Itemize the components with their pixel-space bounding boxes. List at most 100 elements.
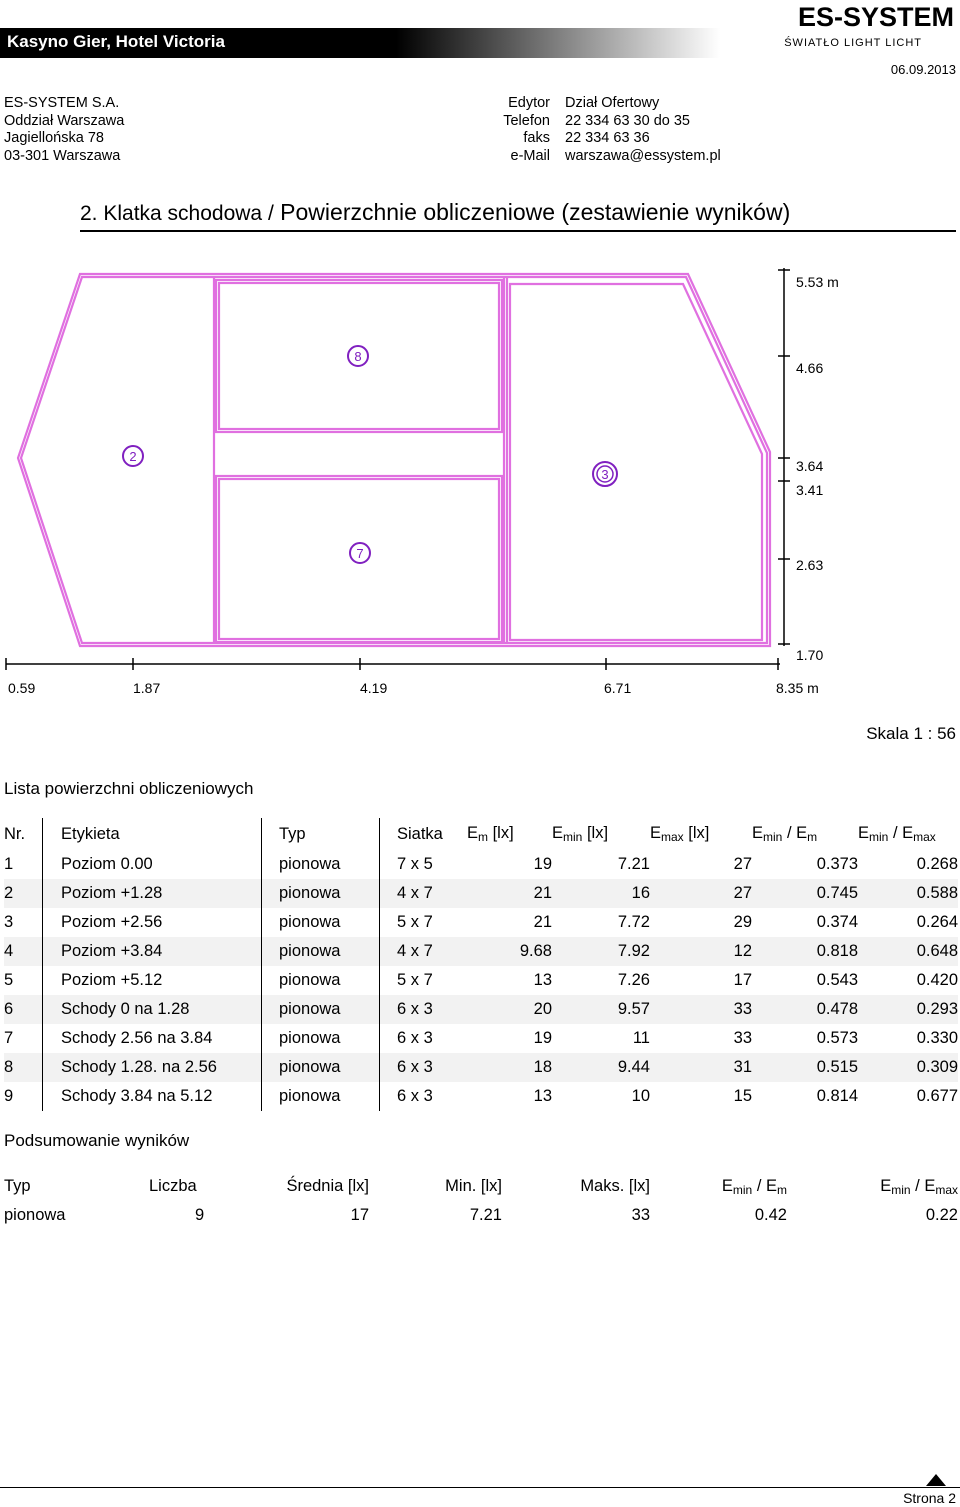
fax-label: faks (523, 130, 550, 146)
col-emin: Emin [lx] (552, 824, 609, 844)
cell-emin: 16 (552, 879, 650, 908)
cell-emax: 33 (650, 995, 752, 1024)
cell-grid: 6 x 3 (397, 995, 467, 1024)
cell-spacer (42, 1053, 61, 1082)
cell-r1: 0.818 (752, 937, 858, 966)
cell-grid: 7 x 5 (397, 855, 433, 873)
cell-label: Poziom +1.28 (61, 879, 262, 908)
phone-value: 22 334 63 30 do 35 (565, 112, 690, 129)
editor-value: Dział Ofertowy (565, 95, 660, 111)
plan-outline (16, 272, 772, 648)
area-stairs-bottom-2 (217, 477, 501, 641)
sum-ratio1: 0.42 (754, 1206, 787, 1224)
cell-em: 13 (533, 971, 552, 989)
sum-col-type: Typ (4, 1177, 31, 1195)
cell-r1: 0.814 (816, 1087, 858, 1105)
cell-label: Schody 1.28. na 2.56 (61, 1053, 262, 1082)
y-tick-0: 5.53 m (796, 274, 839, 290)
cell-label: Poziom +2.56 (61, 908, 262, 937)
cell-spacer (380, 850, 398, 879)
cell-nr: 9 (4, 1082, 43, 1111)
cell-r1: 0.374 (816, 913, 858, 931)
cell-spacer (43, 850, 62, 879)
col-ratio2: Emin / Emax (858, 824, 936, 844)
table-row: 5 Poziom +5.12 pionowa 5 x 7 13 7.26 17 0.543 0.… (4, 966, 958, 995)
cell-emax: 29 (733, 913, 752, 931)
cell-spacer (262, 1024, 280, 1053)
col-em: Em [lx] (467, 824, 514, 844)
table-row: 6 Schody 0 na 1.28 pionowa 6 x 3 20 9.57 33 0.4… (4, 995, 958, 1024)
cell-grid: 6 x 3 (397, 1087, 433, 1105)
sum-col-avg: Średnia [lx] (286, 1177, 369, 1195)
cell-spacer (261, 879, 279, 908)
cell-spacer (43, 966, 62, 995)
cell-type: pionowa (279, 908, 380, 937)
cell-emax: 27 (650, 879, 752, 908)
marker-3-label: 3 (601, 467, 608, 482)
cell-spacer (380, 966, 398, 995)
cell-emax: 33 (733, 1029, 752, 1047)
cell-spacer (379, 879, 397, 908)
x-tick-4: 8.35 m (776, 680, 819, 696)
cell-grid: 4 x 7 (397, 937, 467, 966)
list-title: Lista powierzchni obliczeniowych (4, 779, 254, 798)
table-row: 7 Schody 2.56 na 3.84 pionowa 6 x 3 19 11 33 0.… (4, 1024, 958, 1053)
cell-label: Poziom +3.84 (61, 937, 262, 966)
cell-emin: 7.26 (617, 971, 650, 989)
cell-spacer (43, 1024, 62, 1053)
sum-col-min: Min. [lx] (445, 1177, 502, 1195)
cell-grid: 6 x 3 (397, 1053, 467, 1082)
cell-spacer (262, 966, 280, 995)
cell-spacer (380, 908, 398, 937)
area-outline-right (508, 282, 764, 642)
sum-avg: 17 (350, 1206, 369, 1224)
cell-type: pionowa (279, 995, 380, 1024)
cell-type: pionowa (279, 1024, 380, 1053)
cell-nr: 4 (4, 937, 43, 966)
cell-type: pionowa (279, 850, 380, 879)
cell-r1: 0.573 (816, 1029, 858, 1047)
y-tick-4: 2.63 (796, 557, 823, 573)
cell-spacer (261, 995, 279, 1024)
cell-emax: 17 (733, 971, 752, 989)
phone-label: Telefon (503, 112, 550, 129)
sum-col-ratio2: Emin / Emax (880, 1176, 958, 1197)
company-address: ES-SYSTEM S.A. Oddział Warszawa Jagiello… (4, 95, 124, 165)
cell-r2: 0.268 (916, 855, 958, 873)
cell-grid: 5 x 7 (397, 971, 433, 989)
cell-nr: 3 (4, 908, 43, 937)
cell-em: 20 (467, 995, 552, 1024)
cell-label: Poziom 0.00 (61, 850, 262, 879)
cell-emin: 10 (631, 1087, 650, 1105)
sum-col-ratio1: Emin / Em (721, 1176, 787, 1197)
sum-min: 7.21 (469, 1206, 502, 1224)
cell-type: pionowa (279, 1082, 380, 1111)
cell-nr: 7 (4, 1024, 43, 1053)
cell-spacer (43, 1082, 62, 1111)
sum-max: 33 (631, 1206, 650, 1224)
cell-em: 21 (467, 879, 552, 908)
cell-r2: 0.588 (858, 879, 958, 908)
cell-spacer (379, 937, 397, 966)
cell-spacer (262, 850, 280, 879)
table-row: 9 Schody 3.84 na 5.12 pionowa 6 x 3 13 10 15 0.… (4, 1082, 958, 1111)
cell-emin: 11 (632, 1029, 650, 1047)
page-title-main: Powierzchnie obliczeniowe (zestawienie w… (280, 199, 791, 225)
company-city: 03-301 Warszawa (4, 147, 121, 164)
cell-em: 9.68 (467, 937, 552, 966)
company-name: ES-SYSTEM S.A. (4, 95, 120, 111)
marker-3: 3 (592, 461, 618, 487)
table-row: 8 Schody 1.28. na 2.56 pionowa 6 x 3 18 9.44 3… (4, 1053, 958, 1082)
results-table: Nr. Etykieta Typ Siatka Em [lx] Emin [lx… (4, 818, 958, 1111)
col-grid: Siatka (397, 824, 443, 843)
cell-r2: 0.309 (858, 1053, 958, 1082)
plan-scale: Skala 1 : 56 (866, 724, 956, 743)
table-row: 4 Poziom +3.84 pionowa 4 x 7 9.68 7.92 12 0.818… (4, 937, 958, 966)
cell-em: 19 (533, 855, 552, 873)
email-label: e-Mail (510, 147, 550, 164)
cell-spacer (261, 937, 279, 966)
cell-emax: 27 (733, 855, 752, 873)
cell-spacer (379, 995, 397, 1024)
sum-col-count: Liczba (149, 1177, 197, 1195)
cell-emin: 9.57 (552, 995, 650, 1024)
